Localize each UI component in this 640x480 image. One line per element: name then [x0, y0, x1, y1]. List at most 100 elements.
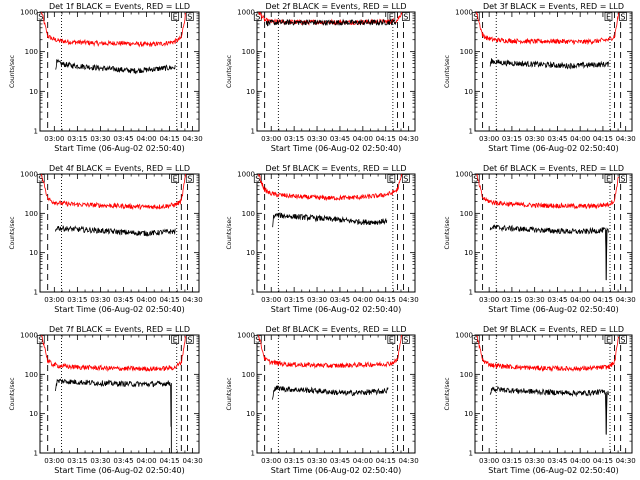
marker-box [619, 335, 627, 344]
series-group [41, 335, 187, 453]
x-tick-label: 03:15 [284, 457, 304, 465]
plot-frame [474, 334, 633, 454]
x-tick-label: 04:30 [183, 457, 203, 465]
plot-frame [256, 11, 416, 132]
chart-panel-3: Det 3f BLACK = Events, RED = LLD Start Ti… [444, 2, 636, 153]
plot-frame [256, 173, 416, 293]
marker-label: S [255, 336, 260, 345]
marker-label: S [38, 336, 43, 345]
y-axis-label: Counts/sec [226, 55, 233, 88]
x-tick-label: 03:30 [90, 296, 110, 304]
chart-title: Det 2f BLACK = Events, RED = LLD [265, 2, 406, 11]
y-tick-label: 1000 [455, 332, 473, 340]
plot-frame [39, 334, 200, 454]
marker-box [471, 12, 480, 21]
x-tick-label: 04:00 [570, 457, 590, 465]
y-tick-label: 1 [251, 128, 255, 136]
x-tick-label: 03:45 [113, 135, 133, 143]
series-line-events [489, 385, 609, 435]
x-tick-label: 03:15 [502, 296, 522, 304]
x-axis-label: Start Time (06-Aug-02 02:50:40) [54, 466, 185, 475]
x-tick-label: 03:00 [261, 135, 281, 143]
x-axis-label: Start Time (06-Aug-02 02:50:40) [488, 144, 619, 153]
x-tick-label: 03:00 [479, 135, 499, 143]
chart-title: Det 6f BLACK = Events, RED = LLD [483, 164, 624, 173]
y-tick-label: 1000 [455, 171, 473, 179]
x-tick-label: 03:15 [284, 135, 304, 143]
marker-label: S [187, 336, 192, 345]
y-tick-label: 1 [251, 289, 255, 297]
series-group [476, 12, 620, 70]
y-tick-label: 100 [25, 48, 38, 56]
chart-panel-6: Det 6f BLACK = Events, RED = LLD Start Ti… [444, 164, 636, 314]
x-tick-label: 04:15 [593, 457, 613, 465]
marker-box [401, 174, 410, 183]
marker-label: S [403, 336, 408, 345]
plot-frame [474, 173, 633, 293]
marker-box [387, 335, 396, 344]
x-tick-label: 04:15 [159, 457, 179, 465]
y-tick-label: 100 [242, 48, 255, 56]
marker-label: E [389, 13, 394, 22]
x-tick-label: 04:15 [593, 135, 613, 143]
y-tick-label: 10 [29, 249, 38, 257]
x-tick-label: 04:30 [616, 457, 636, 465]
x-axis-label: Start Time (06-Aug-02 02:50:40) [271, 305, 402, 314]
chart-panel-5: Det 5f BLACK = Events, RED = LLD Start Ti… [226, 164, 419, 314]
x-tick-label: 03:30 [525, 296, 545, 304]
series-line-events [271, 385, 389, 400]
x-tick-label: 04:15 [376, 457, 396, 465]
y-axis-label: Counts/sec [226, 216, 233, 249]
marker-box [185, 174, 194, 183]
y-axis-label: Counts/sec [444, 216, 451, 249]
y-axis-label: Counts/sec [226, 377, 233, 410]
x-tick-label: 03:45 [330, 457, 350, 465]
marker-label: E [389, 175, 394, 184]
chart-panel-7: Det 7f BLACK = Events, RED = LLD Start Ti… [9, 325, 203, 475]
x-tick-label: 03:30 [90, 135, 110, 143]
series-group [41, 174, 187, 237]
chart-panel-1: Det 1f BLACK = Events, RED = LLD Start Ti… [9, 2, 203, 153]
marker-box [401, 12, 410, 21]
x-tick-label: 03:00 [479, 457, 499, 465]
y-axis-label: Counts/sec [9, 377, 16, 410]
series-line-lld [476, 12, 620, 46]
y-tick-label: 10 [464, 410, 473, 418]
x-tick-label: 04:00 [353, 135, 373, 143]
y-tick-label: 1 [469, 128, 473, 136]
y-tick-label: 1000 [237, 171, 255, 179]
marker-label: S [620, 175, 625, 184]
y-axis-label: Counts/sec [9, 216, 16, 249]
x-axis-label: Start Time (06-Aug-02 02:50:40) [488, 305, 619, 314]
x-tick-label: 03:30 [90, 457, 110, 465]
series-line-events [265, 18, 397, 27]
marker-box [36, 12, 45, 21]
marker-box [401, 335, 410, 344]
series-group [258, 335, 403, 400]
x-tick-label: 04:15 [593, 296, 613, 304]
x-tick-label: 03:30 [307, 296, 327, 304]
x-tick-label: 03:15 [67, 296, 87, 304]
y-tick-label: 100 [460, 48, 473, 56]
marker-label: S [473, 175, 478, 184]
x-tick-label: 03:15 [284, 296, 304, 304]
series-line-lld [476, 335, 620, 373]
marker-label: S [38, 13, 43, 22]
plot-frame [474, 11, 633, 132]
x-tick-label: 04:30 [399, 296, 419, 304]
x-axis-label: Start Time (06-Aug-02 02:50:40) [271, 466, 402, 475]
marker-box [604, 12, 613, 21]
x-tick-label: 04:00 [570, 135, 590, 143]
x-tick-label: 03:30 [307, 135, 327, 143]
marker-box [36, 335, 45, 344]
marker-box [619, 12, 627, 21]
marker-box [171, 174, 180, 183]
x-tick-label: 03:00 [261, 296, 281, 304]
y-axis-label: Counts/sec [444, 55, 451, 88]
x-tick-label: 04:15 [376, 135, 396, 143]
marker-box [185, 12, 194, 21]
marker-box [253, 174, 262, 183]
y-tick-label: 1 [469, 289, 473, 297]
x-tick-label: 04:00 [353, 457, 373, 465]
y-tick-label: 1 [34, 128, 38, 136]
